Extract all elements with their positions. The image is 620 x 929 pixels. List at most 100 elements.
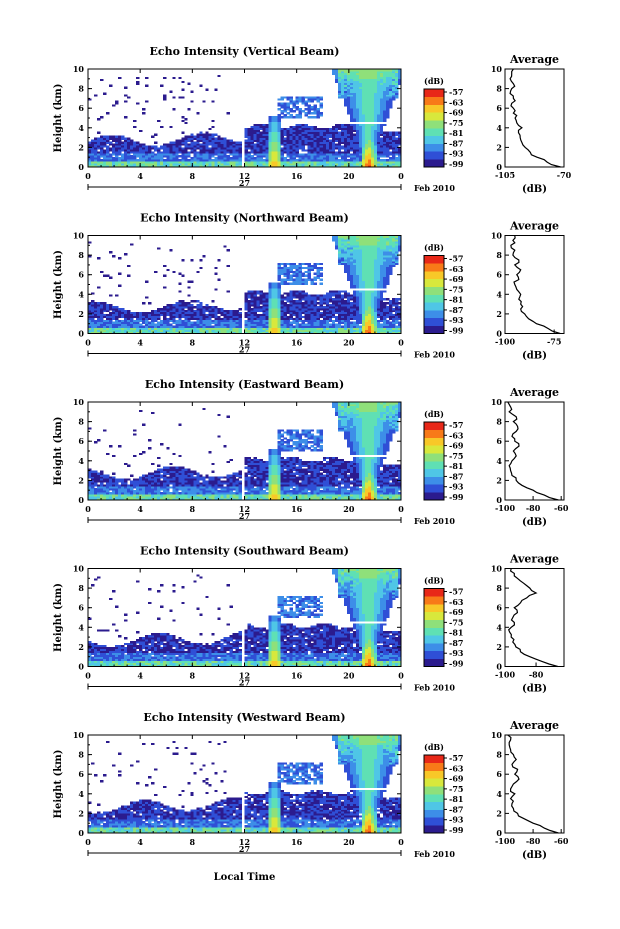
heatmap-cell	[274, 145, 278, 148]
heatmap-cell	[265, 139, 269, 142]
heatmap-cell	[172, 325, 176, 328]
heatmap-cell	[214, 329, 218, 332]
heatmap-cell	[373, 129, 378, 133]
heatmap-cell	[388, 264, 393, 268]
heatmap-cell	[370, 323, 375, 326]
heatmap-cell	[109, 153, 113, 156]
heatmap-cell	[280, 157, 284, 160]
heatmap-cell	[286, 266, 290, 270]
heatmap-cell	[391, 69, 396, 72]
heatmap-cell	[178, 159, 182, 162]
heatmap-cell	[301, 311, 305, 315]
heatmap-cell	[118, 145, 122, 148]
heatmap-cell	[376, 112, 381, 115]
heatmap-cell	[331, 129, 336, 133]
heatmap-cell	[271, 119, 275, 123]
heatmap-cell	[193, 137, 197, 140]
heatmap-cell	[343, 137, 348, 140]
heatmap-cell	[187, 137, 191, 140]
heatmap-cell	[361, 100, 366, 103]
heatmap-cell	[388, 88, 393, 91]
heatmap-cell	[127, 331, 131, 334]
heatmap-cell	[337, 151, 342, 154]
heatmap-cell	[274, 296, 278, 299]
heatmap-cell	[226, 313, 230, 317]
heatmap-cell	[307, 151, 312, 154]
heatmap-cell	[133, 319, 137, 323]
heatmap-cell	[343, 74, 348, 78]
heatmap-cell	[211, 143, 215, 146]
heatmap-cell	[340, 135, 345, 138]
heatmap-cell	[259, 161, 263, 164]
heatmap-cell	[145, 153, 149, 156]
heatmap-cell	[295, 308, 299, 311]
heatmap-cell	[391, 329, 396, 332]
heatmap-cell	[109, 149, 113, 152]
heatmap-cell	[397, 317, 402, 321]
heatmap-cell	[325, 133, 330, 136]
heatmap-cell	[319, 149, 324, 152]
heatmap-cell	[196, 151, 200, 154]
heatmap-cell	[283, 266, 287, 270]
heatmap-cell	[301, 98, 305, 101]
heatmap-cell	[292, 116, 296, 119]
heatmap-cell	[97, 161, 101, 164]
heatmap-cell	[349, 112, 354, 115]
heatmap-cell	[358, 276, 363, 279]
heatmap-cell	[343, 145, 348, 148]
heatmap-cell	[376, 282, 381, 285]
heatmap-cell	[334, 151, 339, 154]
heatmap-cell	[295, 125, 299, 129]
heatmap-cell	[376, 76, 381, 80]
heatmap-cell	[373, 133, 378, 136]
heatmap-cell	[229, 143, 233, 146]
heatmap-cell	[310, 280, 315, 283]
heatmap-cell	[157, 311, 161, 315]
heatmap-cell	[340, 311, 345, 315]
heatmap-cell	[361, 255, 366, 258]
heatmap-cell	[172, 141, 176, 144]
heatmap-cell	[388, 84, 393, 87]
heatmap-cell	[166, 147, 170, 150]
heatmap-cell	[250, 313, 254, 317]
heatmap-cell	[367, 309, 372, 313]
heatmap-cell	[256, 298, 260, 301]
heatmap-cell	[334, 309, 339, 313]
heatmap-cell	[340, 309, 345, 313]
heatmap-cell	[226, 249, 230, 252]
heatmap-cell	[262, 147, 266, 150]
heatmap-cell	[313, 272, 318, 275]
heatmap-cell	[247, 321, 251, 324]
heatmap-cell	[223, 149, 227, 152]
heatmap-cell	[244, 147, 248, 150]
heatmap-cell	[352, 163, 357, 166]
heatmap-cell	[121, 309, 125, 313]
heatmap-cell	[199, 317, 203, 321]
heatmap-cell	[256, 159, 260, 162]
heatmap-cell	[310, 325, 315, 328]
heatmap-cell	[118, 321, 122, 324]
heatmap-cell	[124, 161, 128, 164]
heatmap-cell	[256, 296, 260, 299]
heatmap-cell	[355, 272, 360, 275]
heatmap-cell	[355, 84, 360, 87]
heatmap-cell	[268, 159, 272, 162]
heatmap-cell	[205, 161, 209, 164]
heatmap-cell	[397, 298, 402, 301]
heatmap-cell	[379, 114, 384, 117]
heatmap-cell	[316, 110, 321, 113]
heatmap-cell	[142, 325, 146, 328]
heatmap-cell	[307, 133, 312, 136]
heatmap-cell	[295, 264, 299, 268]
heatmap-cell	[376, 82, 381, 85]
heatmap-cell	[106, 321, 110, 324]
heatmap-cell	[337, 131, 342, 134]
heatmap-cell	[100, 137, 104, 140]
heatmap-cell	[178, 149, 182, 152]
heatmap-cell	[247, 161, 251, 164]
heatmap-cell	[370, 163, 375, 166]
heatmap-cell	[322, 135, 327, 138]
heatmap-cell	[283, 292, 287, 295]
heatmap-cell	[88, 304, 92, 307]
heatmap-cell	[298, 96, 302, 99]
